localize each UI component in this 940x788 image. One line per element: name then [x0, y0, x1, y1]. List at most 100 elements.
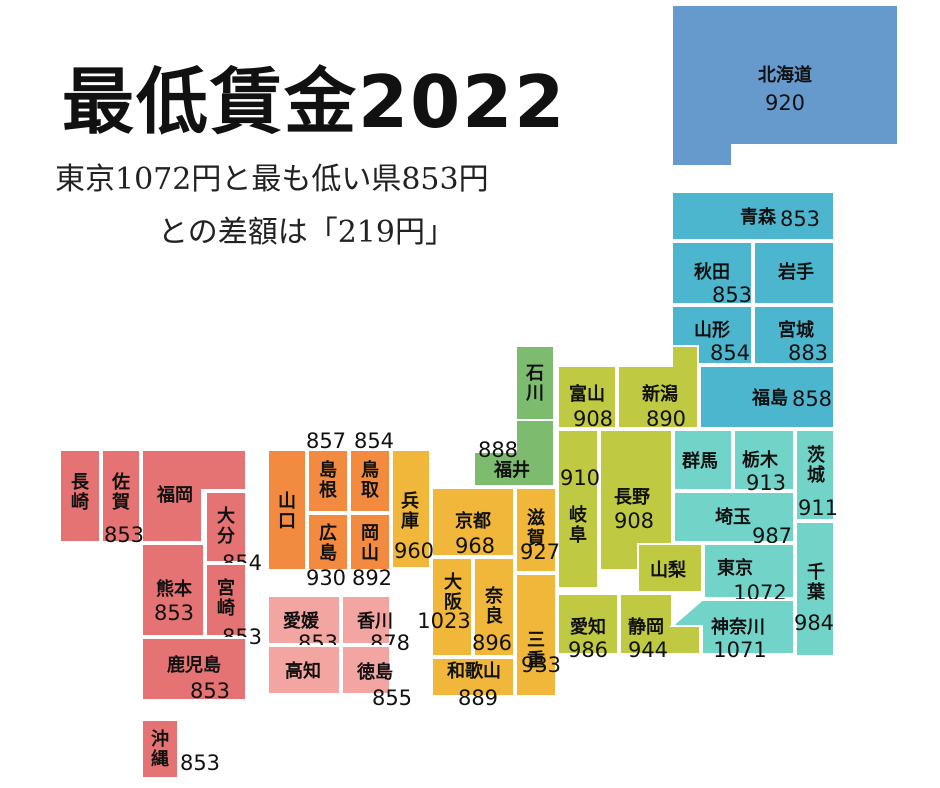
prefecture-7: 石川	[515, 345, 555, 421]
prefecture-42: 大分854	[205, 491, 262, 575]
prefecture-44: 宮崎853	[205, 563, 262, 649]
prefecture-29: 和歌山 889	[431, 657, 515, 710]
prefecture-name: 岩手	[777, 261, 814, 283]
prefecture-shape	[349, 513, 391, 571]
prefecture-shape	[141, 637, 247, 701]
prefecture-27: 奈良 896	[472, 557, 515, 657]
prefecture-25: 兵庫 960	[391, 449, 434, 569]
prefecture-wage: 908	[614, 509, 654, 533]
prefecture-name: 栃木	[742, 449, 779, 471]
prefecture-wage: 960	[394, 539, 434, 563]
prefecture-shape	[669, 599, 795, 655]
prefecture-shape	[267, 595, 341, 645]
prefecture-wage: 858	[792, 387, 832, 411]
prefecture-shape	[307, 449, 349, 513]
prefecture-shape	[101, 449, 141, 543]
prefecture-name: 北海道	[758, 64, 812, 86]
prefecture-name: 東京	[717, 557, 753, 579]
prefecture-wage: 853	[104, 523, 144, 547]
prefecture-name: 徳島	[356, 661, 393, 683]
prefecture-shape	[267, 645, 341, 695]
prefecture-34: 山口	[267, 449, 307, 571]
prefecture-shape	[671, 4, 899, 167]
prefecture-17: 山梨	[637, 543, 703, 593]
prefecture-name: 長野	[614, 487, 650, 508]
prefecture-39: 福岡	[141, 449, 247, 543]
prefecture-3: 岩手	[753, 241, 835, 305]
prefecture-name: 大分	[217, 505, 235, 547]
prefecture-name: 奈良	[484, 585, 504, 627]
prefecture-shape	[515, 487, 557, 573]
prefecture-wage: 933	[521, 653, 561, 677]
prefecture-shape	[515, 573, 557, 697]
prefecture-wage: 890	[646, 407, 686, 431]
prefecture-name: 鹿児島	[167, 654, 221, 676]
prefecture-shape	[557, 593, 619, 655]
prefecture-name: 石川	[525, 363, 544, 404]
prefecture-wage: 984	[794, 611, 834, 635]
prefecture-shape	[341, 645, 391, 695]
prefecture-wage: 853	[712, 283, 752, 307]
prefecture-wage: 911	[798, 496, 838, 520]
prefecture-shape	[141, 543, 205, 637]
prefecture-name: 滋賀	[526, 507, 545, 549]
prefecture-37: 徳島 855	[341, 645, 412, 710]
prefecture-wage: 883	[788, 341, 828, 365]
prefecture-wage: 930	[306, 566, 346, 590]
prefecture-shape	[267, 449, 307, 571]
prefecture-name: 茨城	[807, 444, 825, 486]
prefecture-wage: 854	[354, 429, 394, 453]
prefecture-wage: 855	[372, 686, 412, 710]
prefecture-38: 高知	[267, 645, 341, 695]
prefecture-wage: 854	[710, 341, 750, 365]
prefecture-wage: 1071	[713, 638, 766, 662]
prefecture-name: 三重	[527, 630, 545, 671]
subtitle-line-1: 東京1072円と最も低い県853円	[55, 162, 489, 197]
prefecture-shape	[349, 449, 391, 513]
prefecture-31: 島根 857	[306, 429, 349, 513]
prefecture-name: 千葉	[806, 562, 826, 603]
prefecture-19: 千葉 984	[794, 521, 835, 657]
prefecture-wage: 892	[352, 566, 392, 590]
prefecture-name: 山形	[694, 320, 730, 341]
prefecture-shape	[617, 345, 699, 429]
prefecture-name: 山口	[278, 491, 296, 532]
prefecture-name: 青森	[740, 206, 777, 228]
prefecture-shape	[673, 429, 733, 491]
prefecture-shape	[637, 543, 703, 593]
prefecture-shape	[753, 241, 835, 305]
prefecture-name: 京都	[455, 510, 491, 532]
prefecture-shape	[473, 419, 555, 487]
prefecture-0: 北海道 920	[671, 4, 899, 167]
prefecture-wage: 968	[455, 534, 495, 558]
prefecture-name: 岐阜	[569, 504, 588, 546]
prefecture-shape	[753, 305, 835, 365]
prefecture-shape	[431, 487, 515, 557]
prefecture-6: 福島 858	[699, 365, 835, 429]
prefecture-name: 広島	[319, 522, 337, 564]
prefecture-name: 静岡	[628, 616, 664, 638]
prefecture-11: 岐阜 910	[557, 429, 600, 589]
prefecture-40: 佐賀 853	[101, 449, 144, 547]
prefecture-name: 宮城	[778, 319, 814, 341]
prefecture-name: 群馬	[682, 450, 718, 472]
page-title: 最低賃金2022	[62, 60, 567, 144]
prefecture-name: 兵庫	[401, 491, 419, 532]
prefecture-shape	[431, 557, 473, 657]
prefecture-shape	[341, 595, 391, 645]
prefecture-1: 青森 853	[671, 191, 835, 241]
prefecture-shape	[141, 449, 247, 543]
prefecture-name: 福岡	[156, 484, 193, 506]
